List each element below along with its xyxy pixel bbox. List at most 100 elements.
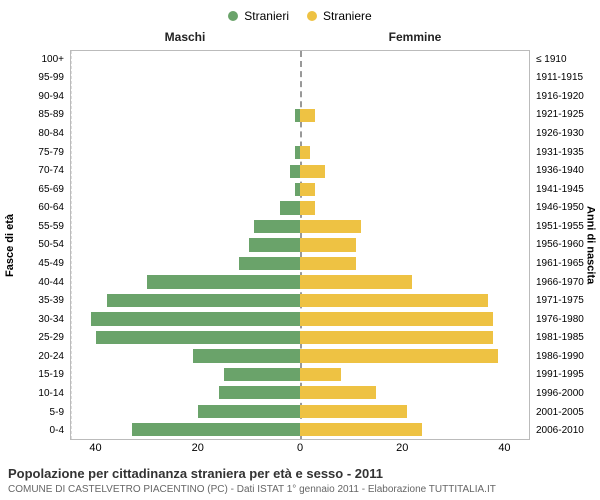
x-tick-label: 0 xyxy=(297,442,303,454)
male-track xyxy=(71,88,300,106)
female-track xyxy=(300,365,529,383)
age-row xyxy=(71,254,529,272)
side-header-female: Femmine xyxy=(300,30,530,50)
y-label-left: 20-24 xyxy=(0,347,68,366)
side-header-male: Maschi xyxy=(70,30,300,50)
male-track xyxy=(71,384,300,402)
y-label-left: 85-89 xyxy=(0,106,68,125)
y-label-left: 75-79 xyxy=(0,143,68,162)
age-row xyxy=(71,273,529,291)
male-bar xyxy=(147,275,300,288)
age-row xyxy=(71,217,529,235)
female-track xyxy=(300,347,529,365)
male-bar xyxy=(193,349,300,362)
y-label-right: 1921-1925 xyxy=(532,106,600,125)
y-label-right: 1996-2000 xyxy=(532,384,600,403)
male-track xyxy=(71,365,300,383)
female-track xyxy=(300,51,529,69)
y-label-left: 55-59 xyxy=(0,217,68,236)
female-bar xyxy=(300,201,315,214)
legend-swatch-female xyxy=(307,11,317,21)
y-label-right: 1966-1970 xyxy=(532,273,600,292)
y-label-left: 40-44 xyxy=(0,273,68,292)
male-track xyxy=(71,107,300,125)
x-tick-label: 20 xyxy=(192,442,204,454)
female-track xyxy=(300,291,529,309)
legend-swatch-male xyxy=(228,11,238,21)
male-track xyxy=(71,162,300,180)
female-bar xyxy=(300,349,498,362)
y-label-right: ≤ 1910 xyxy=(532,50,600,69)
age-row xyxy=(71,180,529,198)
female-bar xyxy=(300,275,412,288)
female-track xyxy=(300,328,529,346)
male-bar xyxy=(280,201,300,214)
y-label-left: 50-54 xyxy=(0,236,68,255)
male-track xyxy=(71,291,300,309)
male-track xyxy=(71,199,300,217)
y-label-right: 1981-1985 xyxy=(532,329,600,348)
female-bar xyxy=(300,165,325,178)
female-track xyxy=(300,125,529,143)
y-label-right: 2001-2005 xyxy=(532,403,600,422)
y-label-left: 10-14 xyxy=(0,384,68,403)
male-bar xyxy=(198,405,300,418)
female-track xyxy=(300,421,529,439)
y-label-right: 1951-1955 xyxy=(532,217,600,236)
male-track xyxy=(71,51,300,69)
female-bar xyxy=(300,146,310,159)
female-bar xyxy=(300,294,488,307)
male-bar xyxy=(254,220,300,233)
female-track xyxy=(300,217,529,235)
y-label-right: 1986-1990 xyxy=(532,347,600,366)
female-bar xyxy=(300,183,315,196)
x-tick-label: 20 xyxy=(396,442,408,454)
male-track xyxy=(71,144,300,162)
female-bar xyxy=(300,238,356,251)
female-track xyxy=(300,236,529,254)
y-label-right: 1961-1965 xyxy=(532,254,600,273)
y-label-right: 1911-1915 xyxy=(532,68,600,87)
male-track xyxy=(71,402,300,420)
y-label-left: 25-29 xyxy=(0,329,68,348)
male-bar xyxy=(96,331,300,344)
y-label-right: 1971-1975 xyxy=(532,291,600,310)
age-row xyxy=(71,51,529,69)
y-label-right: 1936-1940 xyxy=(532,161,600,180)
legend-label-male: Stranieri xyxy=(244,9,289,23)
male-track xyxy=(71,254,300,272)
side-headers: Maschi Femmine xyxy=(70,30,530,50)
legend-item-female: Straniere xyxy=(307,9,372,23)
male-bar xyxy=(239,257,300,270)
y-label-left: 5-9 xyxy=(0,403,68,422)
y-label-right: 1941-1945 xyxy=(532,180,600,199)
y-label-left: 95-99 xyxy=(0,68,68,87)
female-bar xyxy=(300,405,407,418)
y-label-left: 30-34 xyxy=(0,310,68,329)
age-row xyxy=(71,162,529,180)
age-row xyxy=(71,328,529,346)
y-label-right: 1976-1980 xyxy=(532,310,600,329)
female-bar xyxy=(300,109,315,122)
age-row xyxy=(71,421,529,439)
y-label-left: 60-64 xyxy=(0,198,68,217)
female-track xyxy=(300,107,529,125)
age-row xyxy=(71,107,529,125)
legend: Stranieri Straniere xyxy=(0,0,600,28)
y-label-left: 15-19 xyxy=(0,366,68,385)
y-label-left: 100+ xyxy=(0,50,68,69)
age-row xyxy=(71,236,529,254)
legend-item-male: Stranieri xyxy=(228,9,289,23)
male-track xyxy=(71,70,300,88)
legend-label-female: Straniere xyxy=(323,9,372,23)
male-bar xyxy=(290,165,300,178)
age-row xyxy=(71,70,529,88)
y-label-left: 35-39 xyxy=(0,291,68,310)
female-track xyxy=(300,88,529,106)
female-bar xyxy=(300,331,493,344)
y-labels-right: 2006-20102001-20051996-20001991-19951986… xyxy=(532,50,600,440)
male-track xyxy=(71,125,300,143)
y-label-right: 2006-2010 xyxy=(532,421,600,440)
y-label-right: 1946-1950 xyxy=(532,198,600,217)
x-tick-label: 40 xyxy=(498,442,510,454)
